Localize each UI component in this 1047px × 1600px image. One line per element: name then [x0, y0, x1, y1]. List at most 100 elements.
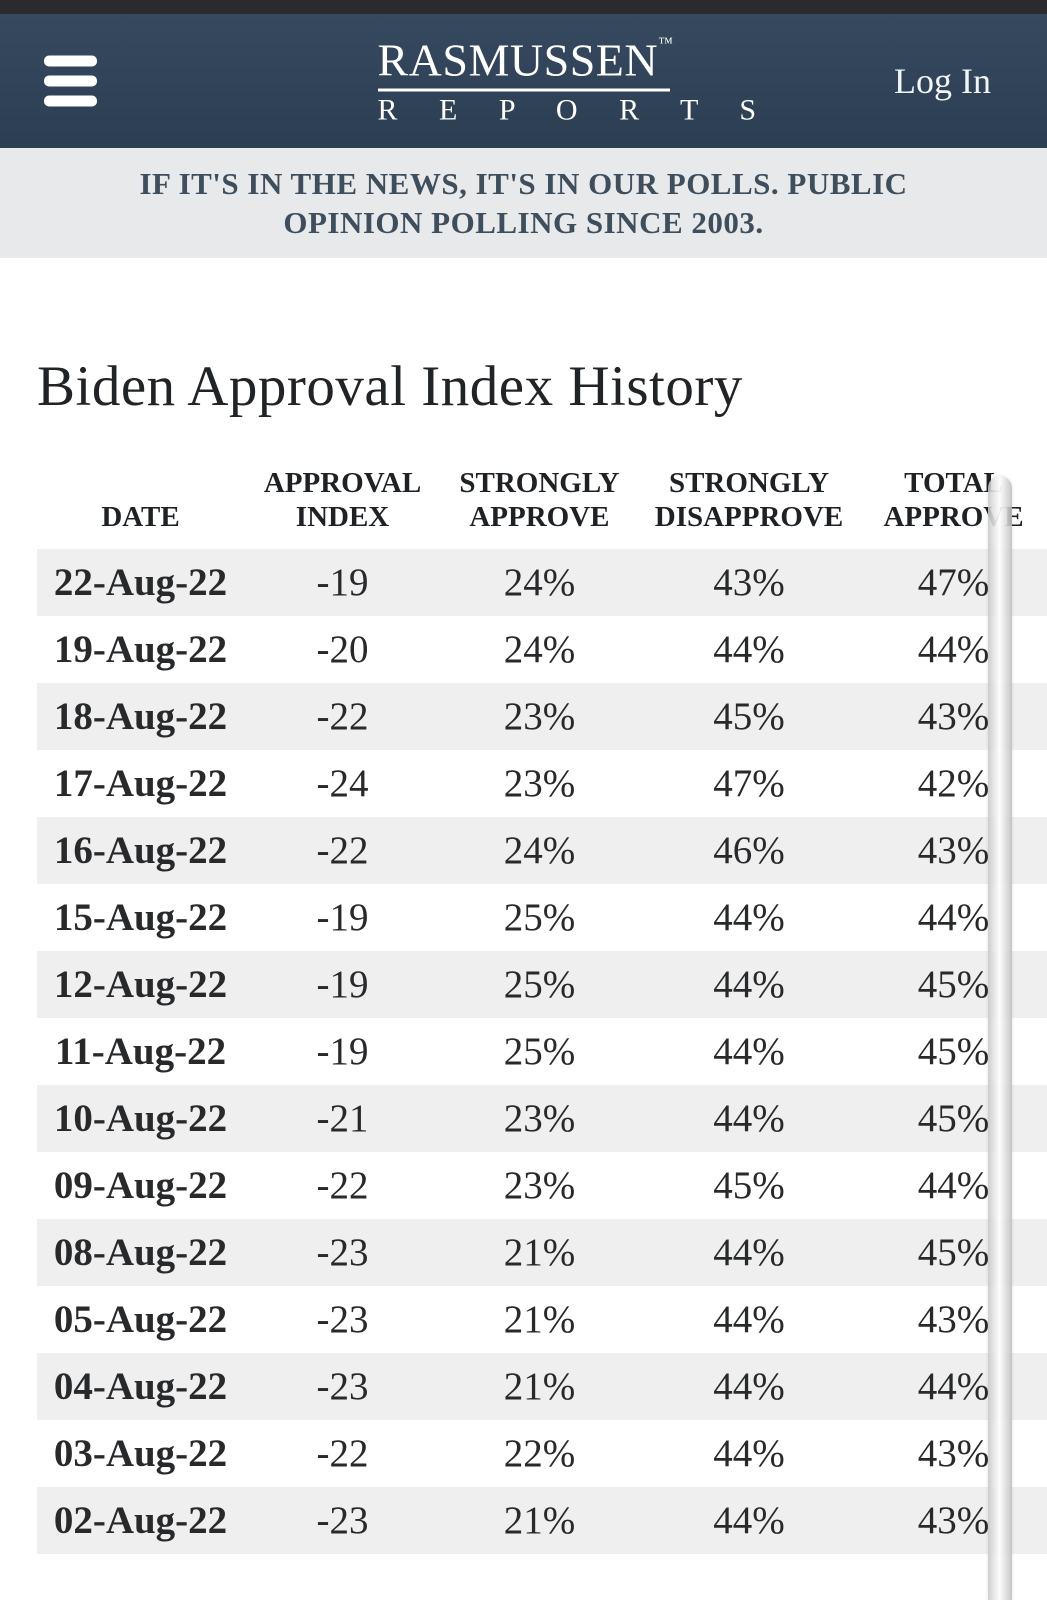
cell-total-approve: 47% — [917, 560, 990, 604]
cell-strongly-approve: 21% — [503, 1498, 576, 1542]
main-content: Biden Approval Index History DATE APPROV… — [0, 354, 1047, 1554]
hamburger-bar — [44, 75, 97, 87]
cell-total-approve: 43% — [917, 1297, 990, 1341]
cell-strongly-approve: 24% — [503, 560, 576, 604]
table-row: 08-Aug-22 -23 21% 44% 45% — [37, 1218, 1047, 1286]
cell-total-approve: 44% — [917, 1364, 990, 1408]
column-header-total-approve: TOTAL APPROVE — [883, 466, 1024, 533]
tagline-banner: IF IT'S IN THE NEWS, IT'S IN OUR POLLS. … — [0, 148, 1047, 258]
cell-date: 15-Aug-22 — [53, 895, 228, 939]
cell-total-approve: 45% — [917, 1230, 990, 1274]
cell-total-approve: 44% — [917, 895, 990, 939]
table-row: 19-Aug-22 -20 24% 44% 44% — [37, 616, 1047, 683]
table-row: 04-Aug-22 -23 21% 44% 44% — [37, 1352, 1047, 1420]
cell-strongly-disapprove: 44% — [713, 962, 785, 1006]
cell-date: 04-Aug-22 — [53, 1364, 228, 1408]
cell-date: 08-Aug-22 — [53, 1230, 228, 1274]
cell-total-approve: 45% — [917, 1029, 990, 1073]
cell-total-approve: 44% — [917, 627, 990, 671]
cell-strongly-disapprove: 44% — [713, 627, 785, 671]
cell-strongly-approve: 25% — [503, 962, 576, 1006]
rasmussen-logo[interactable]: RASMUSSEN™ R E P O R T S — [377, 34, 756, 126]
column-header-date: DATE — [101, 500, 180, 533]
cell-approval-index: -19 — [316, 962, 369, 1006]
cell-strongly-disapprove: 44% — [713, 1096, 785, 1140]
cell-approval-index: -19 — [316, 895, 369, 939]
cell-total-approve: 43% — [917, 694, 990, 738]
cell-strongly-disapprove: 45% — [713, 694, 785, 738]
logo-wordmark: RASMUSSEN™ — [377, 34, 673, 86]
hamburger-bar — [44, 95, 97, 107]
cell-date: 17-Aug-22 — [53, 761, 228, 805]
cell-strongly-approve: 23% — [503, 694, 576, 738]
table-row: 22-Aug-22 -19 24% 43% 47% — [37, 548, 1047, 616]
cell-date: 22-Aug-22 — [53, 560, 228, 604]
column-header-strongly-disapprove: STRONGLY DISAPPROVE — [654, 466, 844, 533]
cell-date: 12-Aug-22 — [53, 962, 228, 1006]
cell-date: 18-Aug-22 — [53, 694, 228, 738]
cell-strongly-disapprove: 43% — [713, 560, 785, 604]
cell-strongly-approve: 23% — [503, 1096, 576, 1140]
table-row: 03-Aug-22 -22 22% 44% 43% — [37, 1420, 1047, 1487]
cell-strongly-disapprove: 44% — [713, 1498, 785, 1542]
cell-total-approve: 43% — [917, 1498, 990, 1542]
cell-total-approve: 43% — [917, 828, 990, 872]
cell-strongly-disapprove: 44% — [713, 1297, 785, 1341]
table-row: 10-Aug-22 -21 23% 44% 45% — [37, 1084, 1047, 1152]
cell-total-approve: 45% — [917, 962, 990, 1006]
table-row: 15-Aug-22 -19 25% 44% 44% — [37, 884, 1047, 951]
cell-approval-index: -23 — [316, 1498, 369, 1542]
approval-history-table: DATE APPROVAL INDEX STRONGLY APPROVE STR… — [37, 466, 1047, 1554]
table-row: 12-Aug-22 -19 25% 44% 45% — [37, 950, 1047, 1018]
hamburger-menu-icon[interactable] — [40, 52, 101, 111]
cell-approval-index: -22 — [316, 1431, 369, 1475]
cell-approval-index: -21 — [316, 1096, 369, 1140]
cell-strongly-disapprove: 44% — [713, 1431, 785, 1475]
cell-approval-index: -23 — [316, 1297, 369, 1341]
cell-strongly-approve: 24% — [503, 627, 576, 671]
cell-approval-index: -22 — [316, 828, 369, 872]
cell-strongly-disapprove: 46% — [713, 828, 785, 872]
tagline-line2: OPINION POLLING SINCE 2003. — [283, 205, 764, 240]
status-strip — [0, 0, 1047, 14]
cell-strongly-approve: 23% — [503, 761, 576, 805]
cell-strongly-disapprove: 44% — [713, 1230, 785, 1274]
cell-approval-index: -19 — [316, 1029, 369, 1073]
cell-date: 16-Aug-22 — [53, 828, 228, 872]
page-title: Biden Approval Index History — [37, 355, 743, 418]
login-link[interactable]: Log In — [894, 61, 991, 101]
column-header-approval-index: APPROVAL INDEX — [263, 466, 422, 533]
vertical-scrollbar-thumb[interactable] — [988, 476, 1012, 1600]
approval-history-table-wrap: DATE APPROVAL INDEX STRONGLY APPROVE STR… — [37, 466, 1047, 1554]
cell-strongly-disapprove: 45% — [713, 1163, 785, 1207]
cell-date: 02-Aug-22 — [53, 1498, 228, 1542]
cell-strongly-approve: 21% — [503, 1364, 576, 1408]
logo-divider — [377, 88, 670, 92]
cell-strongly-approve: 23% — [503, 1163, 576, 1207]
table-row: 11-Aug-22 -19 25% 44% 45% — [37, 1018, 1047, 1085]
table-body: 22-Aug-22 -19 24% 43% 47% 19-Aug-22 -20 … — [37, 548, 1047, 1554]
cell-date: 11-Aug-22 — [54, 1029, 227, 1073]
cell-date: 10-Aug-22 — [53, 1096, 228, 1140]
cell-approval-index: -19 — [316, 560, 369, 604]
cell-strongly-approve: 21% — [503, 1230, 576, 1274]
cell-strongly-approve: 25% — [503, 1029, 576, 1073]
cell-total-approve: 44% — [917, 1163, 990, 1207]
cell-strongly-disapprove: 44% — [713, 1364, 785, 1408]
top-navbar: RASMUSSEN™ R E P O R T S Log In — [0, 14, 1047, 148]
cell-total-approve: 45% — [917, 1096, 990, 1140]
cell-strongly-approve: 25% — [503, 895, 576, 939]
table-header-row: DATE APPROVAL INDEX STRONGLY APPROVE STR… — [37, 466, 1047, 549]
cell-strongly-disapprove: 44% — [713, 895, 785, 939]
cell-approval-index: -24 — [316, 761, 369, 805]
cell-strongly-disapprove: 47% — [713, 761, 785, 805]
cell-strongly-approve: 24% — [503, 828, 576, 872]
cell-total-approve: 42% — [917, 761, 990, 805]
cell-approval-index: -22 — [316, 1163, 369, 1207]
cell-approval-index: -23 — [316, 1364, 369, 1408]
table-row: 16-Aug-22 -22 24% 46% 43% — [37, 816, 1047, 884]
logo-line1: RASMUSSEN — [377, 34, 659, 86]
tagline-line1: IF IT'S IN THE NEWS, IT'S IN OUR POLLS. … — [139, 166, 908, 201]
cell-strongly-approve: 21% — [503, 1297, 576, 1341]
cell-approval-index: -23 — [316, 1230, 369, 1274]
